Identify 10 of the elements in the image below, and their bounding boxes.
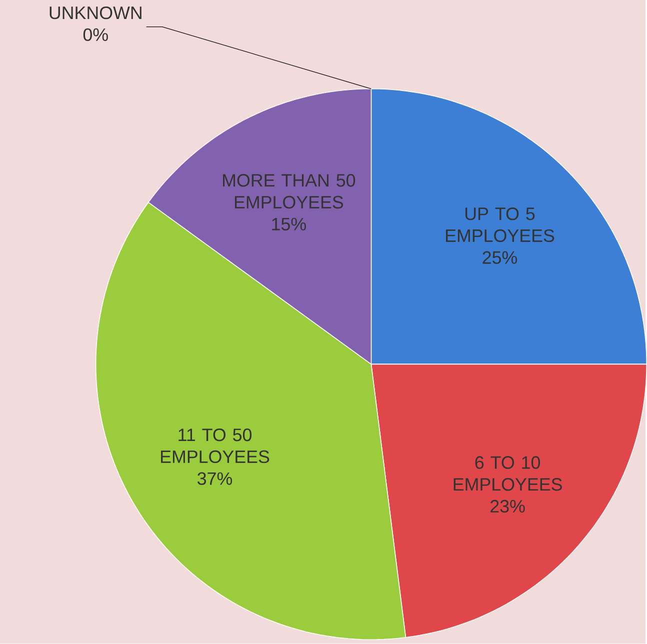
data-label: 25% (482, 251, 518, 264)
slice-label: UP TO 5 EMPLOYEES (446, 208, 554, 242)
text: 0% (83, 28, 108, 42)
category-label: UNKNOWN (50, 6, 142, 20)
slice-label: 11 TO 50 EMPLOYEES (161, 428, 270, 464)
slice-label: 6 TO 10 EMPLOYEES (454, 456, 562, 491)
data-label: 23% (490, 500, 525, 513)
data-label: 15% (272, 218, 306, 231)
slice-label: MORE THAN 50 EMPLOYEES (223, 174, 356, 209)
data-label: 37% (198, 472, 232, 486)
